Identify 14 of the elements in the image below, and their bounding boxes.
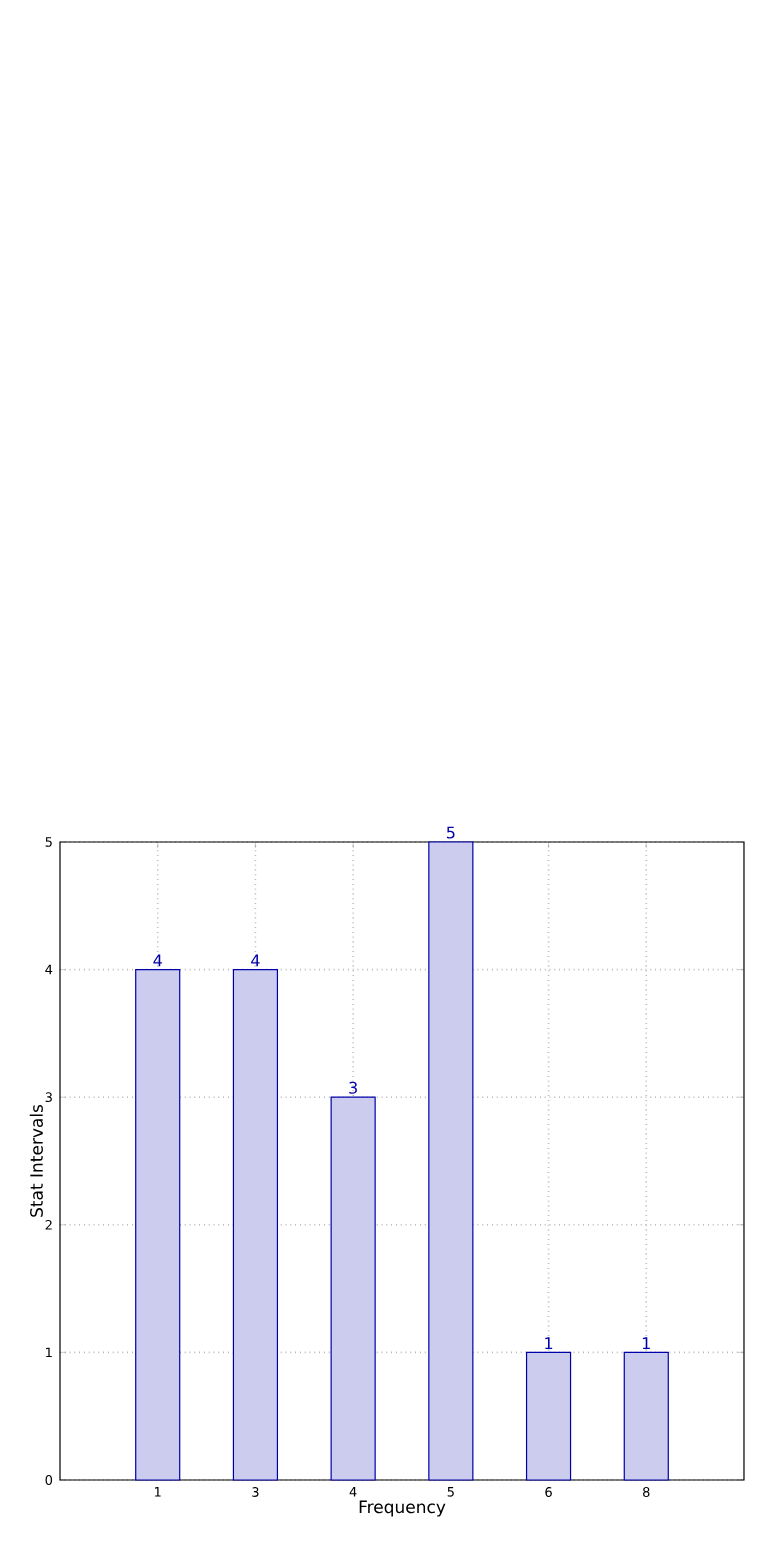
y-axis-title: Stat Intervals bbox=[29, 1104, 43, 1217]
bar bbox=[623, 1351, 669, 1481]
bar bbox=[330, 1096, 376, 1481]
bar bbox=[428, 841, 474, 1481]
bar bbox=[135, 969, 181, 1481]
data-label: 3 bbox=[349, 1081, 357, 1094]
bar bbox=[232, 969, 279, 1481]
data-label: 5 bbox=[446, 826, 455, 839]
x-axis-title: Frequency bbox=[359, 1500, 446, 1517]
data-label: 4 bbox=[251, 954, 260, 967]
data-label: 1 bbox=[642, 1337, 650, 1349]
bar bbox=[525, 1351, 572, 1481]
data-label: 4 bbox=[153, 954, 162, 967]
data-label: 1 bbox=[545, 1337, 553, 1349]
